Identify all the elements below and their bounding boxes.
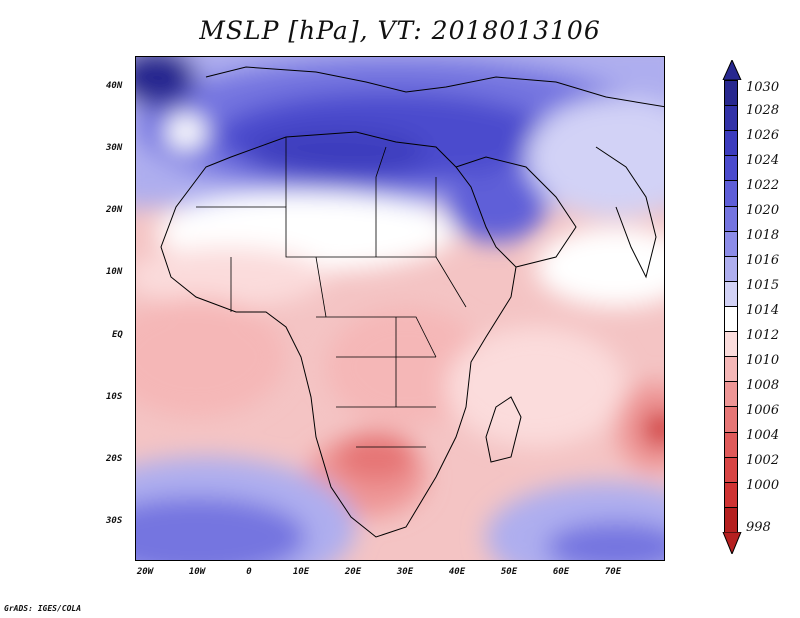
x-tick-20w: 20W <box>136 567 154 577</box>
x-tick-60e: 60E <box>552 567 570 577</box>
y-tick-20s: 20S <box>106 454 123 464</box>
y-tick-40n: 40N <box>106 81 123 91</box>
x-tick-10w: 10W <box>188 567 206 577</box>
india-coastline <box>595 146 657 279</box>
colorbar-swatch <box>724 356 738 382</box>
colorbar-swatch <box>724 481 738 507</box>
colorbar-label-1026: 1026 <box>746 128 780 143</box>
colorbar-swatch <box>724 456 738 482</box>
colorbar-swatch <box>724 506 738 532</box>
europe-coastline <box>205 66 664 108</box>
pressure-field <box>136 57 664 560</box>
colorbar-label-1002: 1002 <box>746 453 780 468</box>
colorbar-swatch <box>724 130 738 156</box>
colorbar <box>724 80 738 532</box>
colorbar-top-arrow <box>722 60 742 80</box>
colorbar-label-1020: 1020 <box>746 203 780 218</box>
colorbar-swatch <box>724 305 738 332</box>
y-tick-30n: 30N <box>106 143 123 153</box>
y-tick-30s: 30S <box>106 516 123 526</box>
colorbar-swatch <box>724 230 738 256</box>
colorbar-swatch <box>724 255 738 281</box>
y-tick-20n: 20N <box>106 205 123 215</box>
colorbar-swatch <box>724 280 738 306</box>
colorbar-swatch <box>724 331 738 357</box>
x-tick-0: 0 <box>246 567 252 577</box>
x-tick-40e: 40E <box>448 567 466 577</box>
colorbar-label-1012: 1012 <box>746 328 780 343</box>
country-borders <box>196 137 467 448</box>
colorbar-swatch <box>724 406 738 432</box>
colorbar-swatch <box>724 105 738 131</box>
colorbar-swatch <box>724 205 738 231</box>
pressure-map <box>135 56 665 561</box>
colorbar-label-1022: 1022 <box>746 178 780 193</box>
colorbar-swatch <box>724 431 738 457</box>
x-tick-50e: 50E <box>500 567 518 577</box>
colorbar-label-1016: 1016 <box>746 253 780 268</box>
colorbar-label-1015: 1015 <box>746 278 780 293</box>
colorbar-label-1028: 1028 <box>746 103 780 118</box>
colorbar-swatch <box>724 381 738 407</box>
x-tick-10e: 10E <box>292 567 310 577</box>
colorbar-label-1008: 1008 <box>746 378 780 393</box>
colorbar-label-998: 998 <box>746 520 771 535</box>
colorbar-label-1010: 1010 <box>746 353 780 368</box>
chart-title: MSLP [hPa], VT: 2018013106 <box>199 16 601 45</box>
colorbar-label-1030: 1030 <box>746 80 780 95</box>
madagascar-coastline <box>485 396 522 463</box>
y-tick-10n: 10N <box>106 267 123 277</box>
x-tick-20e: 20E <box>344 567 362 577</box>
x-tick-30e: 30E <box>396 567 414 577</box>
y-tick-eq: EQ <box>112 330 123 340</box>
footer-credit: GrADS: IGES/COLA <box>4 604 82 613</box>
colorbar-label-1006: 1006 <box>746 403 780 418</box>
colorbar-label-1014: 1014 <box>746 303 780 318</box>
colorbar-swatch <box>724 155 738 181</box>
x-tick-70e: 70E <box>604 567 622 577</box>
colorbar-bottom-arrow <box>722 532 742 554</box>
colorbar-swatch <box>724 80 738 106</box>
y-tick-10s: 10S <box>106 392 123 402</box>
colorbar-label-1024: 1024 <box>746 153 780 168</box>
arabia-coastline <box>455 156 577 268</box>
colorbar-swatch <box>724 180 738 206</box>
map-canvas <box>136 57 664 560</box>
colorbar-label-1000: 1000 <box>746 478 780 493</box>
africa-coastline <box>160 131 517 538</box>
colorbar-label-1004: 1004 <box>746 428 780 443</box>
colorbar-label-1018: 1018 <box>746 228 780 243</box>
